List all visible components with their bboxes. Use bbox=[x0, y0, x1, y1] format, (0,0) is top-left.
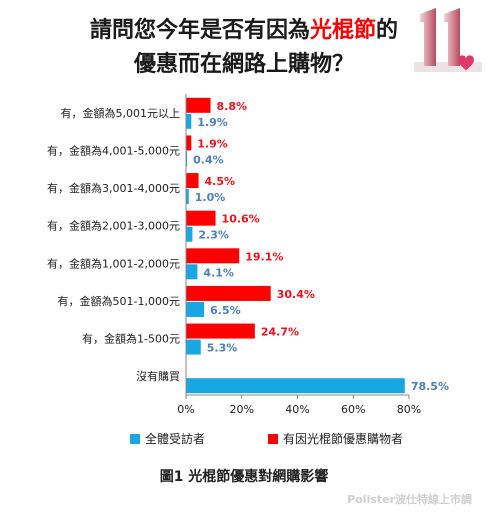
data-label-bought: 30.4% bbox=[277, 288, 315, 301]
data-label-bought: 10.6% bbox=[222, 213, 260, 226]
data-label-bought: 4.5% bbox=[205, 175, 236, 188]
data-label-all: 6.5% bbox=[210, 304, 241, 317]
bar-bought bbox=[186, 173, 199, 189]
bar-bought bbox=[186, 285, 271, 301]
source-watermark: Pollster波仕特線上市調 bbox=[347, 493, 472, 506]
category-label: 有，金額為4,001-5,000元 bbox=[47, 143, 180, 157]
bar-bought bbox=[186, 248, 240, 264]
data-label-bought: 19.1% bbox=[245, 250, 283, 263]
bar-all bbox=[186, 113, 192, 129]
data-label-all: 5.3% bbox=[207, 342, 238, 355]
data-label-all: 4.1% bbox=[203, 266, 234, 279]
logo-text: 11 bbox=[414, 4, 416, 5]
category-label: 沒有購買 bbox=[136, 369, 180, 383]
legend-all: 全體受訪者 bbox=[130, 430, 205, 447]
bar-all bbox=[186, 189, 189, 205]
data-label-all: 2.3% bbox=[198, 229, 229, 242]
data-label-bought: 24.7% bbox=[261, 326, 299, 339]
figure-caption: 圖1 光棍節優惠對網購影響 bbox=[159, 469, 329, 485]
bar-all bbox=[186, 378, 405, 394]
category-label: 有，金額為501-1,000元 bbox=[58, 294, 180, 308]
data-label-all: 0.4% bbox=[193, 153, 224, 166]
bar-bought bbox=[186, 323, 255, 339]
bar-all bbox=[186, 151, 188, 167]
eleven-logo: 11 bbox=[414, 4, 482, 72]
data-label-bought: 1.9% bbox=[197, 137, 228, 150]
data-label-all: 1.0% bbox=[195, 191, 226, 204]
category-label: 有，金額為5,001元以上 bbox=[61, 106, 181, 120]
x-tick-label: 20% bbox=[230, 403, 254, 416]
category-label: 有，金額為3,001-4,000元 bbox=[47, 181, 180, 195]
bar-all bbox=[186, 264, 198, 280]
x-tick-label: 0% bbox=[177, 403, 194, 416]
legend-swatch-bought bbox=[268, 433, 278, 444]
bar-bought bbox=[186, 210, 216, 226]
category-label: 有，金額為2,001-3,000元 bbox=[47, 219, 180, 233]
title-highlight: 光棍節 bbox=[309, 18, 376, 43]
bar-all bbox=[186, 226, 193, 242]
legend-label-all: 全體受訪者 bbox=[145, 432, 206, 446]
bar-bought bbox=[186, 135, 192, 151]
x-tick-label: 60% bbox=[341, 403, 365, 416]
legend-swatch-all bbox=[130, 433, 140, 444]
chart-title-line1: 請問您今年是否有因為光棍節的 bbox=[0, 12, 488, 44]
bar-chart: 有，金額為5,001元以上 8.8% 1.9% 有，金額為4,001-5,000元 1.… bbox=[47, 94, 449, 416]
x-tick-label: 80% bbox=[397, 403, 421, 416]
title-text-start: 請問您今年是否有因為 bbox=[89, 18, 310, 43]
category-label: 有，金額為1,001-2,000元 bbox=[47, 256, 180, 270]
bar-all bbox=[186, 301, 205, 317]
bar-all bbox=[186, 339, 201, 355]
data-label-all: 78.5% bbox=[411, 380, 449, 393]
chart-title-line2: 優惠而在網路上購物？ bbox=[133, 52, 354, 77]
x-tick-label: 40% bbox=[285, 403, 309, 416]
category-label: 有，金額為1-500元 bbox=[82, 332, 180, 346]
title-text-end: 的 bbox=[376, 18, 399, 43]
legend-bought: 有因光棍節優惠購物者 bbox=[268, 430, 403, 447]
legend-label-bought: 有因光棍節優惠購物者 bbox=[283, 432, 404, 446]
data-label-all: 1.9% bbox=[197, 116, 228, 129]
bar-bought bbox=[186, 97, 211, 113]
data-label-bought: 8.8% bbox=[217, 100, 248, 113]
